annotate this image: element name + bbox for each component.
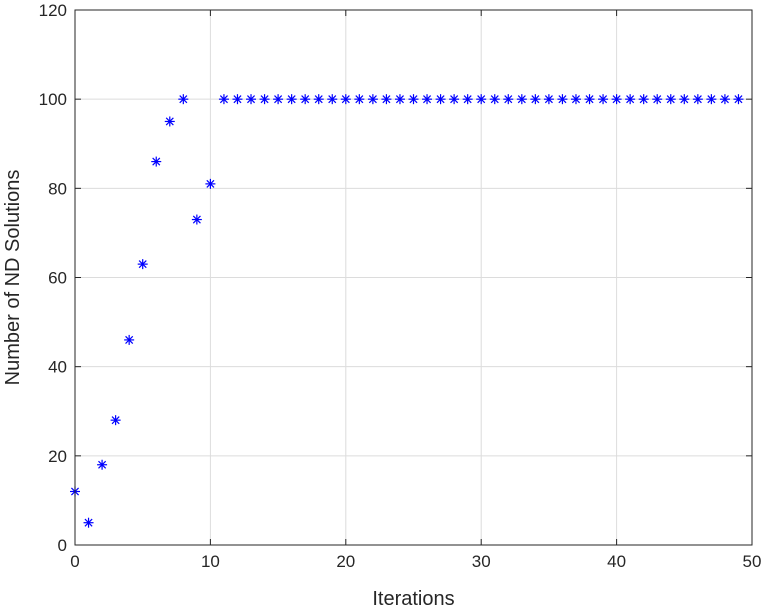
data-point: [435, 94, 446, 105]
y-tick-label: 40: [48, 358, 67, 377]
data-point: [462, 94, 473, 105]
data-point: [218, 94, 229, 105]
data-point: [137, 259, 148, 270]
data-point: [570, 94, 581, 105]
data-point: [394, 94, 405, 105]
data-point: [164, 116, 175, 127]
x-tick-label: 40: [607, 552, 626, 571]
data-point: [300, 94, 311, 105]
data-point: [652, 94, 663, 105]
data-point: [286, 94, 297, 105]
axis-ticks: 0 10 20 30 40 50 0 20 40 60 80 100 120: [39, 1, 762, 571]
data-point: [638, 94, 649, 105]
data-point: [367, 94, 378, 105]
y-tick-label: 60: [48, 269, 67, 288]
data-point: [124, 334, 135, 345]
data-point: [151, 156, 162, 167]
data-point: [273, 94, 284, 105]
x-tick-label: 30: [472, 552, 491, 571]
data-point: [476, 94, 487, 105]
data-point: [232, 94, 243, 105]
data-point: [516, 94, 527, 105]
x-tick-label: 20: [336, 552, 355, 571]
data-point: [327, 94, 338, 105]
y-tick-label: 20: [48, 447, 67, 466]
data-point: [503, 94, 514, 105]
data-point: [530, 94, 541, 105]
data-point: [178, 94, 189, 105]
data-point: [191, 214, 202, 225]
data-markers: [70, 94, 744, 528]
data-point: [83, 517, 94, 528]
data-point: [489, 94, 500, 105]
x-tick-label: 50: [743, 552, 762, 571]
data-point: [205, 178, 216, 189]
data-point: [408, 94, 419, 105]
data-point: [598, 94, 609, 105]
data-point: [625, 94, 636, 105]
data-point: [449, 94, 460, 105]
y-tick-label: 120: [39, 1, 67, 20]
data-point: [719, 94, 730, 105]
data-point: [340, 94, 351, 105]
data-point: [354, 94, 365, 105]
data-point: [543, 94, 554, 105]
data-point: [97, 459, 108, 470]
x-axis-label: Iterations: [372, 588, 454, 608]
data-point: [259, 94, 270, 105]
data-point: [557, 94, 568, 105]
y-tick-label: 80: [48, 179, 67, 198]
grid: [74, 9, 753, 546]
data-point: [665, 94, 676, 105]
x-tick-label: 10: [201, 552, 220, 571]
y-axis-label: Number of ND Solutions: [2, 170, 24, 386]
x-tick-label: 0: [70, 552, 79, 571]
data-point: [706, 94, 717, 105]
data-point: [584, 94, 595, 105]
data-point: [692, 94, 703, 105]
data-point: [611, 94, 622, 105]
data-point: [246, 94, 257, 105]
data-point: [313, 94, 324, 105]
data-point: [110, 415, 121, 426]
y-tick-label: 100: [39, 90, 67, 109]
data-point: [422, 94, 433, 105]
data-point: [381, 94, 392, 105]
data-point: [679, 94, 690, 105]
data-point: [733, 94, 744, 105]
y-tick-label: 0: [58, 536, 67, 555]
